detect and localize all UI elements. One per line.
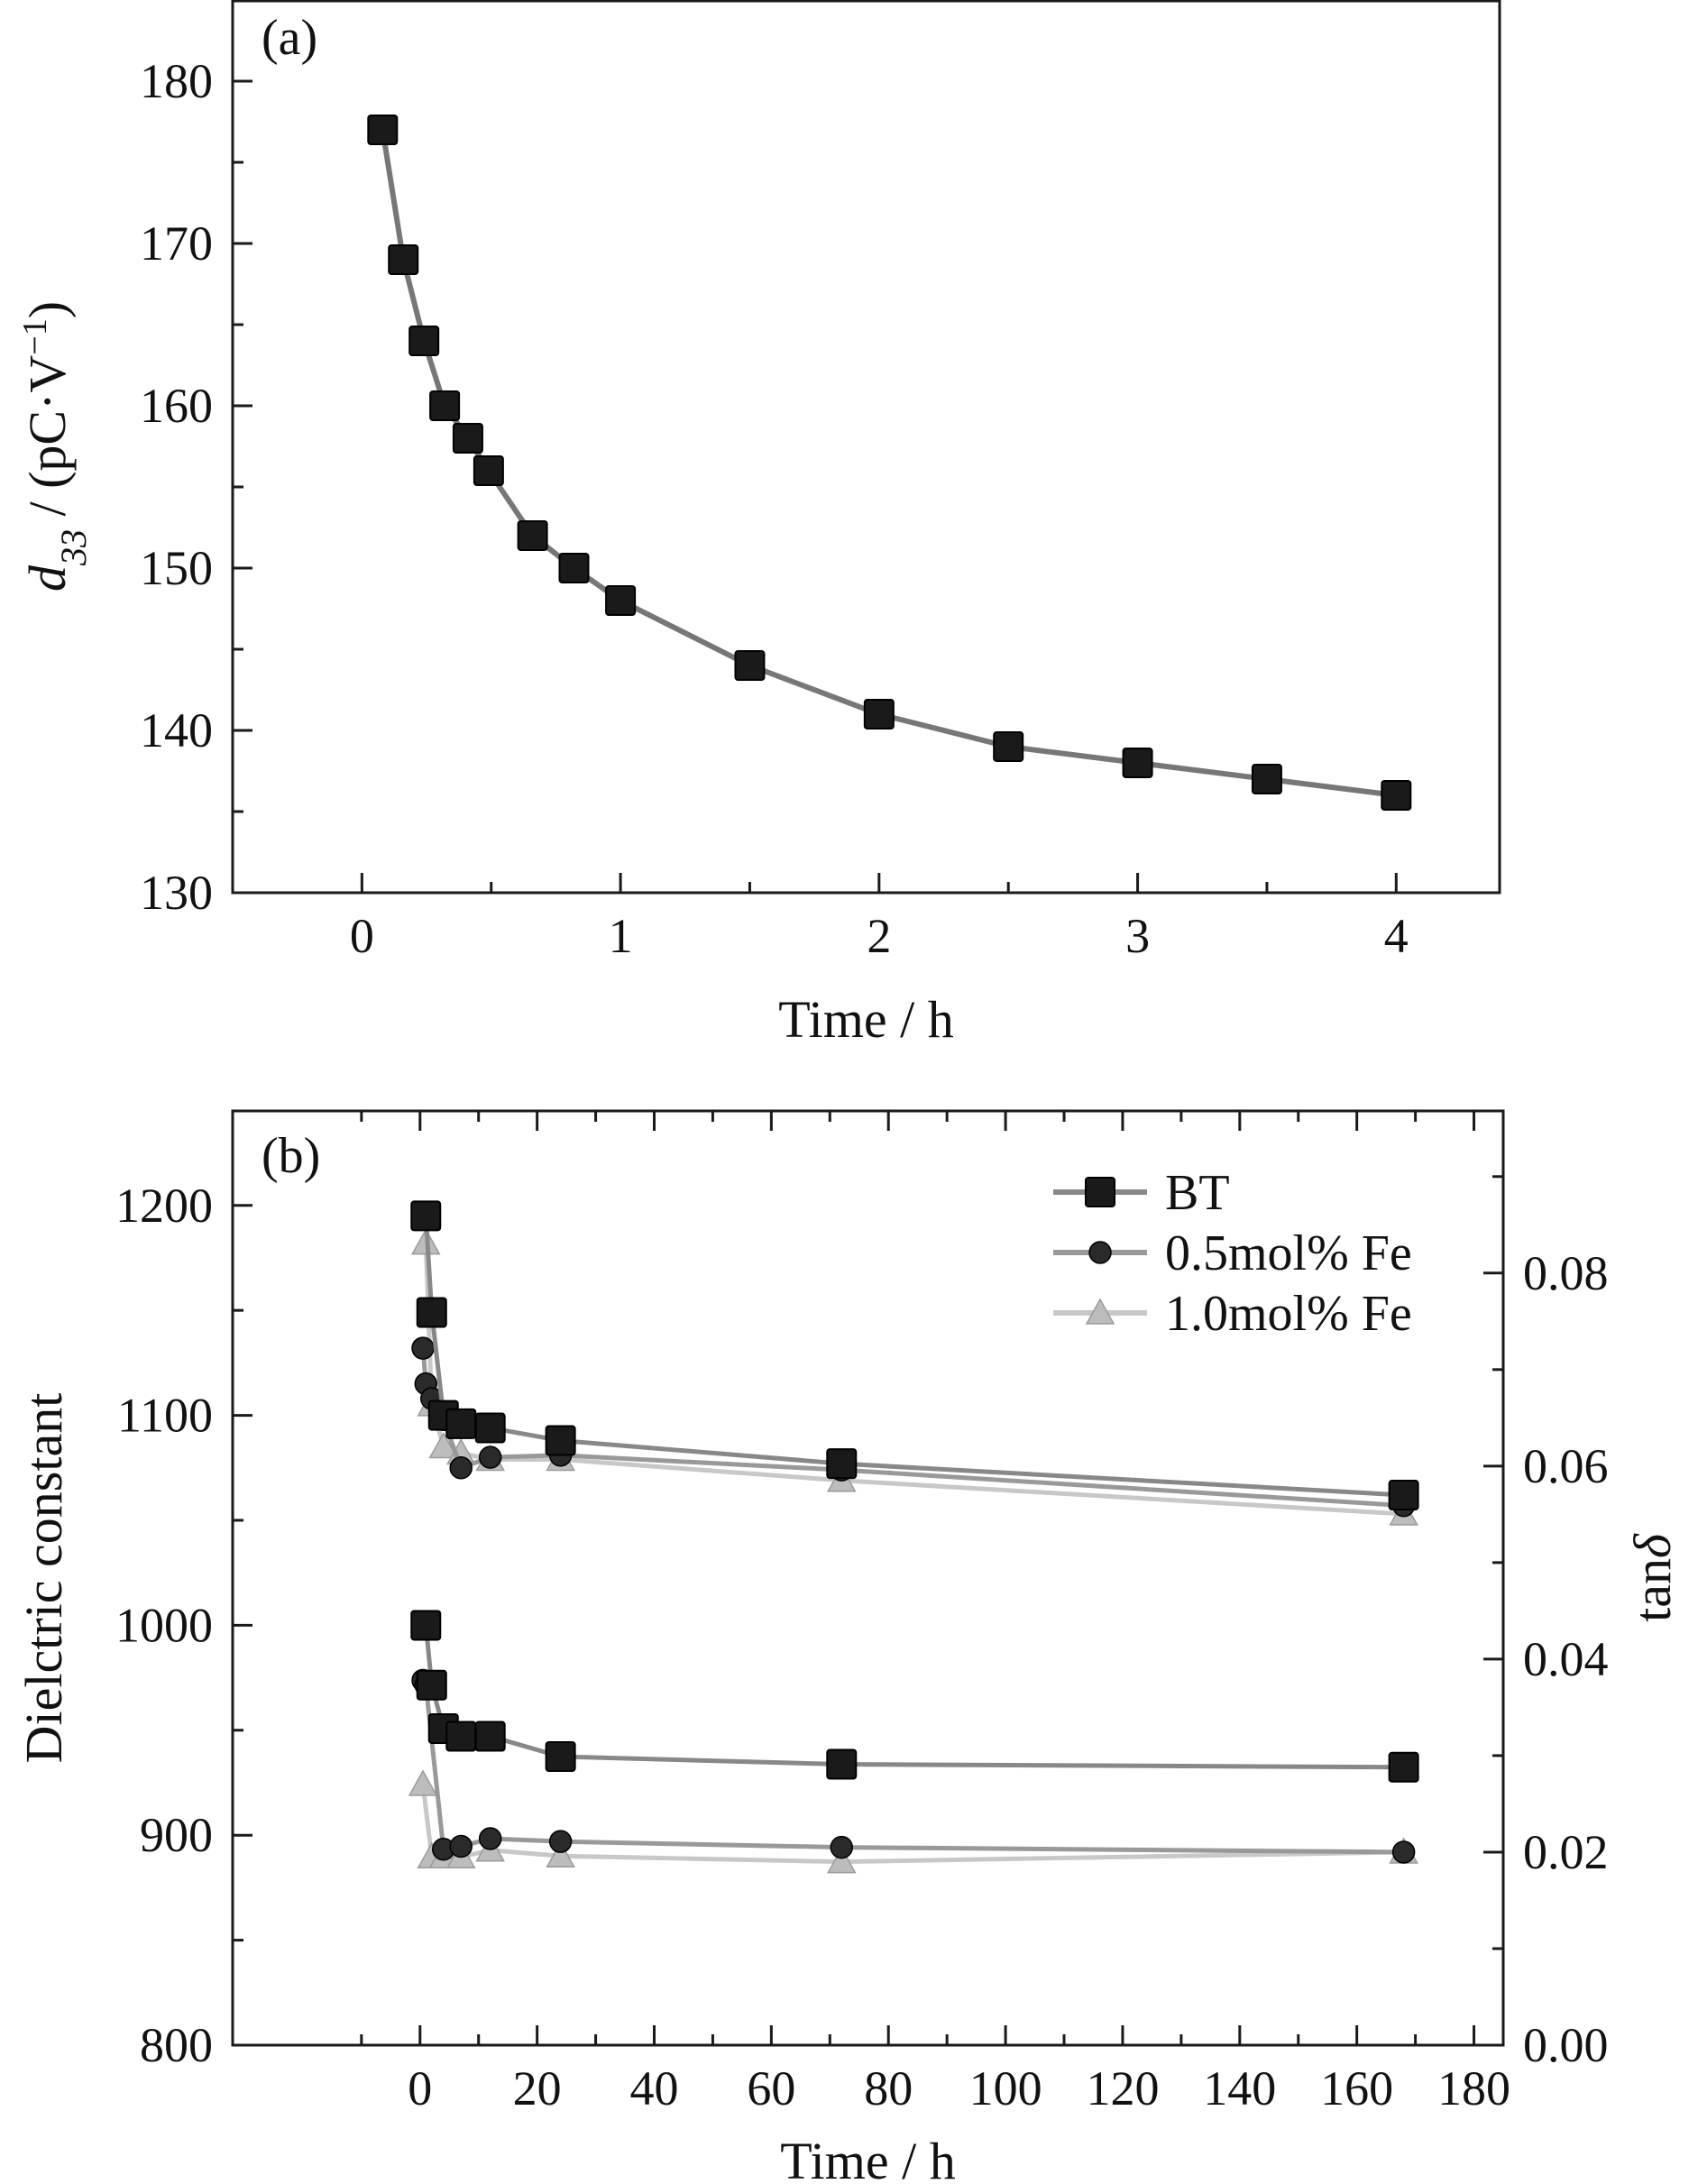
y-axis-unit-a: / (pC·V: [18, 355, 77, 529]
x-axis-title-a: Time / h: [778, 990, 953, 1049]
y2-axis-prefix-b: tan: [1623, 1558, 1682, 1622]
x-tick-label-b: 20: [513, 2061, 562, 2115]
data-point-b: [826, 1448, 858, 1480]
data-point-a: [863, 699, 895, 730]
x-tick-label-b: 60: [747, 2061, 795, 2115]
y-tick-label-a: 150: [140, 541, 213, 595]
plot-frame-a: [231, 0, 1501, 895]
data-point-a: [367, 115, 399, 145]
data-point-a: [993, 731, 1024, 762]
data-point-b: [830, 1835, 854, 1859]
y-tick-label-b: 800: [140, 2018, 213, 2072]
x-tick-label-b: 120: [1086, 2061, 1159, 2115]
data-point-b: [445, 1408, 477, 1439]
data-point-b: [449, 1456, 473, 1480]
data-point-b: [1388, 1480, 1419, 1511]
data-point-b: [411, 1336, 435, 1360]
data-point-b: [478, 1445, 502, 1469]
y-axis-title-a: d33 / (pC·V−1): [16, 301, 94, 592]
legend-label: BT: [1165, 1165, 1230, 1221]
data-point-b: [445, 1721, 477, 1752]
data-point-a: [517, 520, 548, 551]
data-point-b: [410, 1200, 442, 1232]
y-tick-label-a: 130: [140, 866, 213, 920]
x-tick-label-b: 100: [969, 2061, 1042, 2115]
legend-marker: [1085, 1298, 1115, 1325]
data-point-a: [734, 650, 766, 681]
panel-label-b: (b): [262, 1128, 320, 1184]
y-axis-title-b: Dielctric constant: [14, 1393, 73, 1764]
x-axis-title-b: Time / h: [780, 2132, 955, 2184]
y-tick-label-a: 180: [140, 54, 213, 108]
y-axis-symbol-a: d: [18, 564, 77, 592]
data-point-a: [388, 244, 419, 275]
legend-label: 0.5mol% Fe: [1165, 1225, 1412, 1281]
data-point-b: [428, 1431, 459, 1459]
y2-tick-label-b: 0.02: [1523, 1825, 1609, 1879]
plot-frame-b: [231, 1109, 1505, 2047]
data-point-a: [452, 423, 483, 454]
series-line-a: [380, 129, 1397, 798]
x-tick-label-a: 1: [609, 909, 633, 963]
x-tick-label-a: 2: [867, 909, 891, 963]
y2-axis-symbol-b: δ: [1623, 1533, 1682, 1558]
data-point-b: [410, 1610, 442, 1641]
data-point-b: [474, 1412, 506, 1444]
x-tick-label-b: 80: [864, 2061, 913, 2115]
legend-label: 1.0mol% Fe: [1165, 1286, 1412, 1342]
x-tick-label-a: 3: [1125, 909, 1150, 963]
data-point-b: [545, 1425, 576, 1456]
x-tick-label-b: 160: [1320, 2061, 1393, 2115]
legend-marker: [1088, 1241, 1112, 1264]
y-tick-label-a: 170: [140, 216, 213, 271]
panel-label-a: (a): [262, 10, 317, 66]
data-point-b: [416, 1669, 447, 1701]
y2-tick-label-b: 0.06: [1523, 1439, 1609, 1493]
data-point-b: [1388, 1751, 1419, 1783]
data-point-b: [416, 1297, 447, 1328]
data-point-a: [408, 326, 440, 356]
data-point-a: [1381, 780, 1412, 811]
data-point-a: [429, 390, 461, 421]
data-point-b: [827, 1847, 857, 1874]
data-point-b: [826, 1748, 858, 1780]
x-tick-label-b: 40: [630, 2061, 679, 2115]
y-tick-label-b: 1200: [115, 1179, 213, 1233]
panel-a-chart: 130 140 150 160 170 180 0 1 2 3 4 (a) Time / h d33 / …: [16, 0, 1501, 1049]
y-tick-label-b: 1000: [115, 1598, 213, 1652]
data-point-a: [473, 455, 504, 486]
x-tick-label-b: 0: [408, 2061, 432, 2115]
y-tick-label-a: 140: [140, 703, 213, 757]
data-point-a: [1122, 748, 1153, 778]
y-tick-label-b: 1100: [117, 1389, 213, 1443]
data-point-b: [1391, 1840, 1416, 1864]
y-tick-label-a: 160: [140, 379, 213, 433]
y2-tick-label-b: 0.00: [1523, 2018, 1609, 2072]
series-line-b: [420, 1679, 1404, 1855]
data-point-b: [408, 1769, 438, 1796]
data-point-b: [478, 1827, 502, 1850]
x-tick-label-a: 0: [350, 909, 374, 963]
x-tick-label-b: 140: [1203, 2061, 1276, 2115]
data-point-b: [546, 1840, 575, 1867]
data-point-a: [1251, 764, 1282, 794]
y-axis-subscript-a: 33: [53, 529, 94, 566]
data-point-a: [605, 585, 637, 616]
y2-tick-label-b: 0.08: [1523, 1246, 1609, 1300]
y-axis-unit-end-a: ): [18, 301, 77, 318]
panel-b-chart: 800 900 1000 1100 1200 0.00 0.02 0.04 0.06 0.08 0 2…: [14, 1109, 1682, 2184]
data-point-b: [449, 1834, 473, 1858]
data-point-b: [545, 1740, 576, 1772]
data-point-a: [558, 553, 590, 583]
x-tick-label-b: 180: [1437, 2061, 1510, 2115]
y-axis-superscript-a: −1: [16, 318, 54, 354]
y-tick-label-b: 900: [140, 1808, 213, 1862]
y2-axis-title-b: tanδ: [1623, 1533, 1682, 1622]
legend-marker: [1085, 1177, 1115, 1207]
data-point-b: [474, 1721, 506, 1752]
x-tick-label-a: 4: [1384, 909, 1409, 963]
y2-tick-label-b: 0.04: [1523, 1632, 1609, 1686]
data-point-b: [548, 1830, 573, 1853]
